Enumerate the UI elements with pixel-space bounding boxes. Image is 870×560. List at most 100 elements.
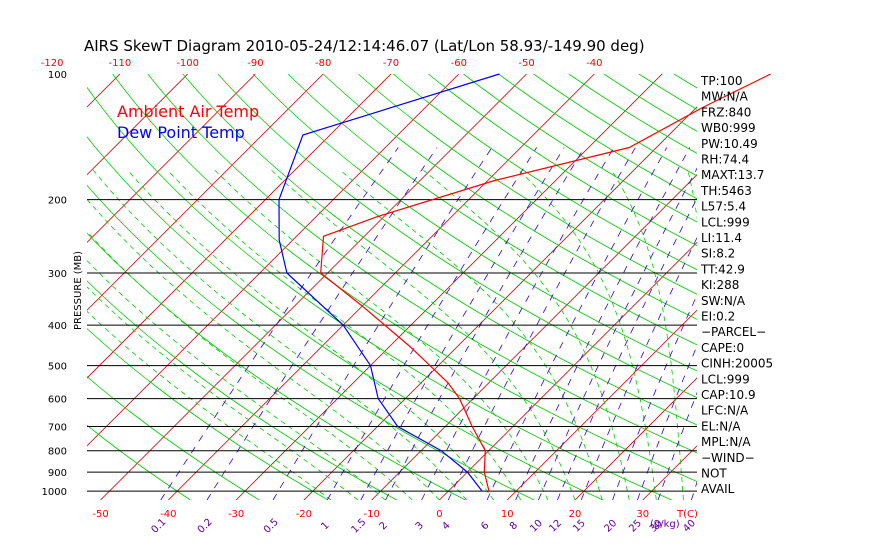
top-temperature-tick-label: -50 xyxy=(518,58,534,69)
isotherm-line xyxy=(778,74,870,500)
bottom-temperature-tick-label: 30 xyxy=(636,509,649,520)
bottom-temperature-tick-label: -20 xyxy=(296,509,312,520)
profile-layer xyxy=(278,73,771,492)
dry-adiabat-line xyxy=(322,74,697,320)
bottom-temperature-tick-labels: -50 -40 -30 -20 -10 0 10 20 30 xyxy=(92,509,649,520)
isotherm-line xyxy=(0,74,52,500)
mixing-ratio-tick-label: 1 xyxy=(319,520,331,532)
y-axis-label: PRESSURE (MB) xyxy=(73,251,84,330)
dry-adiabat-line xyxy=(87,280,397,500)
legend: Ambient Air Temp Dew Point Temp xyxy=(117,102,259,142)
mixing-ratio-tick-label: 6 xyxy=(479,520,491,532)
stability-index-label: WB0:999 xyxy=(701,121,756,135)
moist-adiabat-line xyxy=(87,286,359,500)
ambient-air-temp-line xyxy=(320,73,771,492)
isotherm-line xyxy=(100,74,527,500)
dry-adiabat-line xyxy=(744,74,870,500)
dry-adiabat-line xyxy=(428,74,697,247)
stability-index-label: CAPE:0 xyxy=(701,341,744,355)
top-temperature-tick-label: -70 xyxy=(383,58,399,69)
moist-adiabat-line xyxy=(92,169,467,500)
pressure-tick-labels: 100 200 300 400 500 600 700 800 900 1000 xyxy=(42,70,67,498)
dry-adiabat-line xyxy=(87,86,672,500)
moist-adiabat-line xyxy=(518,169,657,500)
stability-index-label: FRZ:840 xyxy=(701,105,751,119)
dry-adiabat-line xyxy=(463,74,697,223)
dry-adiabat-line xyxy=(252,74,697,372)
dry-adiabat-line xyxy=(393,74,697,271)
stability-index-label: MW:N/A xyxy=(701,90,749,104)
mixing-ratio-line xyxy=(538,167,697,500)
isotherm-line xyxy=(87,74,188,176)
dry-adiabat-line xyxy=(87,136,604,500)
mixing-ratio-unit-label: (g/kg) xyxy=(650,519,680,530)
pressure-tick-label: 300 xyxy=(48,269,67,280)
stability-index-label: LI:11.4 xyxy=(701,231,742,245)
isotherm-line xyxy=(87,74,121,108)
mixing-ratio-tick-label: 2 xyxy=(378,520,390,532)
moist-adiabat-line xyxy=(611,169,684,500)
mixing-ratio-tick-label: 3 xyxy=(414,520,426,532)
stability-index-label: TT:42.9 xyxy=(700,262,745,276)
mixing-ratio-tick-label: 0.2 xyxy=(196,517,215,536)
dry-adiabat-line xyxy=(358,74,697,295)
dry-adiabat-line xyxy=(87,376,260,500)
pressure-tick-label: 400 xyxy=(48,321,67,332)
mixing-ratio-tick-label: 40 xyxy=(681,518,698,535)
moist-adiabat-line xyxy=(167,169,522,500)
isotherm-line xyxy=(846,74,870,500)
mixing-ratio-tick-label: 15 xyxy=(571,518,588,535)
isotherm-line xyxy=(87,74,256,244)
mixing-ratio-tick-label: 12 xyxy=(547,518,564,535)
isotherm-line xyxy=(87,74,324,311)
moist-adiabat-line xyxy=(127,169,495,500)
dry-adiabat-line xyxy=(182,74,697,426)
moist-adiabat-line xyxy=(214,169,549,500)
mixing-ratio-line xyxy=(557,197,697,500)
dry-adiabat-line xyxy=(147,74,697,454)
stability-index-label: LCL:999 xyxy=(701,372,750,386)
stability-index-label: EI:0.2 xyxy=(701,310,735,324)
pressure-tick-label: 800 xyxy=(48,447,67,458)
dry-adiabat-line xyxy=(217,74,697,399)
bottom-temperature-tick-label: -30 xyxy=(228,509,244,520)
dry-adiabat-line xyxy=(87,328,329,500)
bottom-temperature-tick-label: -50 xyxy=(92,509,108,520)
stability-index-label: RH:74.4 xyxy=(701,153,749,167)
pressure-tick-label: 700 xyxy=(48,423,67,434)
mixing-ratio-line xyxy=(447,147,636,500)
stability-index-label: MPL:N/A xyxy=(701,435,751,449)
mixing-ratio-tick-label: 4 xyxy=(440,520,452,532)
stability-index-label: TP:100 xyxy=(700,74,743,88)
moist-adiabat-line xyxy=(271,169,576,500)
pressure-tick-label: 1000 xyxy=(42,487,67,498)
legend-ambient-air-temp: Ambient Air Temp xyxy=(117,102,259,121)
mixing-ratio-tick-label: 10 xyxy=(528,518,545,535)
moist-adiabat-line xyxy=(423,169,630,500)
moist-adiabat-line xyxy=(339,169,603,500)
pressure-tick-label: 100 xyxy=(48,70,67,81)
isotherm-line xyxy=(506,309,697,500)
isotherm-line xyxy=(235,74,663,500)
x-axis-label: T(C) xyxy=(676,509,698,520)
mixing-ratio-line xyxy=(360,147,565,500)
chart-title: AIRS SkewT Diagram 2010-05-24/12:14:46.0… xyxy=(84,37,645,55)
stability-index-label: KI:288 xyxy=(701,278,739,292)
pressure-tick-label: 200 xyxy=(48,196,67,207)
stability-index-label: SW:N/A xyxy=(701,294,746,308)
bottom-temperature-tick-label: -10 xyxy=(363,509,379,520)
stability-index-label: L57:5.4 xyxy=(701,200,746,214)
bottom-temperature-tick-label: 10 xyxy=(501,509,514,520)
stability-index-label: CINH:20005 xyxy=(701,357,773,371)
stability-index-label: NOT xyxy=(701,467,727,481)
pressure-tick-label: 900 xyxy=(48,468,67,479)
stability-index-label: EL:N/A xyxy=(701,419,741,433)
moist-adiabat-line xyxy=(87,310,332,500)
isotherm-line xyxy=(168,74,595,500)
dry-adiabat-line xyxy=(498,74,697,200)
top-temperature-tick-label: -100 xyxy=(176,58,199,69)
mixing-ratio-tick-label: 8 xyxy=(508,520,520,532)
isotherm-line xyxy=(303,106,697,500)
isotherm-line xyxy=(87,74,460,447)
